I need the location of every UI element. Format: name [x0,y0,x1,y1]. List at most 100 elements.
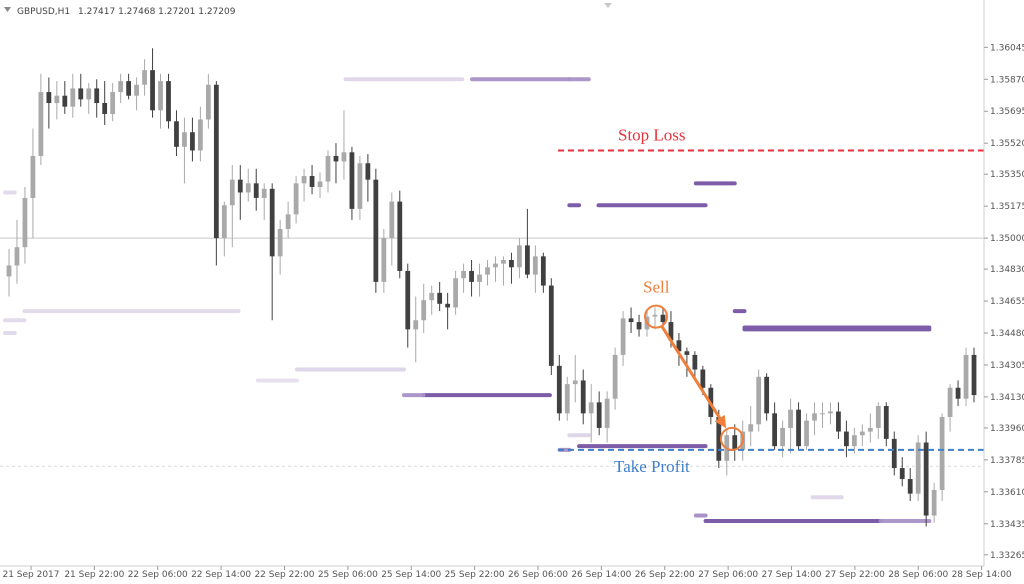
candle-body [804,420,809,447]
y-tick-label: 1.34655 [990,297,1024,307]
candle-body [788,409,793,428]
candle-body [182,132,187,147]
candle-body [245,183,251,193]
candle-body [110,92,116,114]
take-profit-label: Take Profit [614,457,690,476]
sell-arrow [660,325,726,426]
y-tick-label: 1.35000 [990,234,1024,244]
y-tick-label: 1.33960 [990,424,1024,434]
candle-body [923,442,929,516]
candle-body [652,314,658,317]
candle-body [899,468,905,480]
candle-body [764,376,770,414]
candle-body [915,442,921,494]
candle-body [205,84,211,120]
candle-body [405,270,411,330]
candle-body [963,354,969,399]
candle-body [716,416,722,461]
candle-body [341,152,347,162]
candle-body [812,413,817,421]
x-tick-label: 25 Sep 06:00 [318,570,378,580]
candle-body [875,406,881,428]
x-tick-label: 26 Sep 06:00 [508,570,568,580]
candle-body [836,411,841,432]
candle-body [684,351,690,355]
sell-label: Sell [643,278,670,297]
candle-body [540,256,546,286]
candle-body [620,318,626,355]
candle-body [445,303,451,308]
candle-body [150,70,155,111]
x-tick-label: 25 Sep 14:00 [381,570,441,580]
take-profit-exit-circle [720,426,744,451]
candle-body [596,402,602,428]
candle-body [22,197,28,248]
candle-body [78,88,84,100]
candle-body [572,380,578,385]
candle-body [94,88,100,104]
candle-body [142,70,147,85]
y-tick-label: 1.35175 [990,202,1024,212]
candle-body [588,402,594,414]
candle-body [54,95,60,104]
candle-body [413,320,419,330]
candle-body [102,103,108,114]
y-tick-label: 1.33610 [990,488,1024,498]
candle-body [325,155,331,182]
x-tick-label: 21 Sep 2017 [2,570,59,580]
sell-entry-circle [644,304,668,329]
candle-body [556,365,562,414]
volume-profile-layer [3,77,932,524]
candle-body [126,81,132,96]
y-tick-label: 1.34480 [990,329,1024,339]
x-tick-label: 27 Sep 06:00 [698,570,758,580]
x-tick-label: 22 Sep 06:00 [128,570,188,580]
candle-body [485,267,490,275]
candle-body [46,92,52,104]
y-tick-label: 1.33265 [990,551,1024,561]
candle-body [285,214,291,229]
candle-body [229,179,235,206]
candle-body [955,387,961,399]
candle-body [261,188,267,198]
candle-body [190,132,195,151]
candle-body [86,88,92,100]
candle-body [373,179,379,282]
x-tick-label: 26 Sep 14:00 [571,570,631,580]
candle-body [365,163,371,180]
x-tick-label: 26 Sep 22:00 [635,570,695,580]
candle-body [883,406,889,439]
candle-body [532,256,538,275]
candle-body [349,152,355,209]
candle-body [317,181,323,187]
candle-body [421,300,427,321]
candle-body [30,155,36,198]
candle-body [333,155,339,162]
candle-body [939,416,945,490]
candle-body [660,314,666,323]
candle-body [357,163,363,209]
candle-body [628,318,634,323]
candle-body [548,285,554,366]
candle-body [796,409,801,447]
candle-body [62,95,68,107]
candle-body [14,247,20,266]
candle-body [269,188,275,257]
y-tick-label: 1.34830 [990,265,1024,275]
x-tick-label: 27 Sep 22:00 [825,570,885,580]
y-tick-label: 1.35520 [990,139,1024,149]
y-tick-label: 1.35695 [990,107,1024,117]
price-axis: 1.36045 1.35870 1.35695 1.35520 1.35350 1.351… [984,43,1024,561]
candle-body [277,228,283,257]
x-tick-label: 27 Sep 14:00 [761,570,821,580]
candle-body [524,245,530,275]
candle-body [772,413,778,447]
scroll-marker-icon[interactable] [604,3,612,8]
candle-body [891,438,897,469]
candle-body [70,88,76,107]
candle-body [692,354,698,370]
candle-body [931,489,937,516]
dropdown-arrow-icon[interactable] [4,7,11,12]
